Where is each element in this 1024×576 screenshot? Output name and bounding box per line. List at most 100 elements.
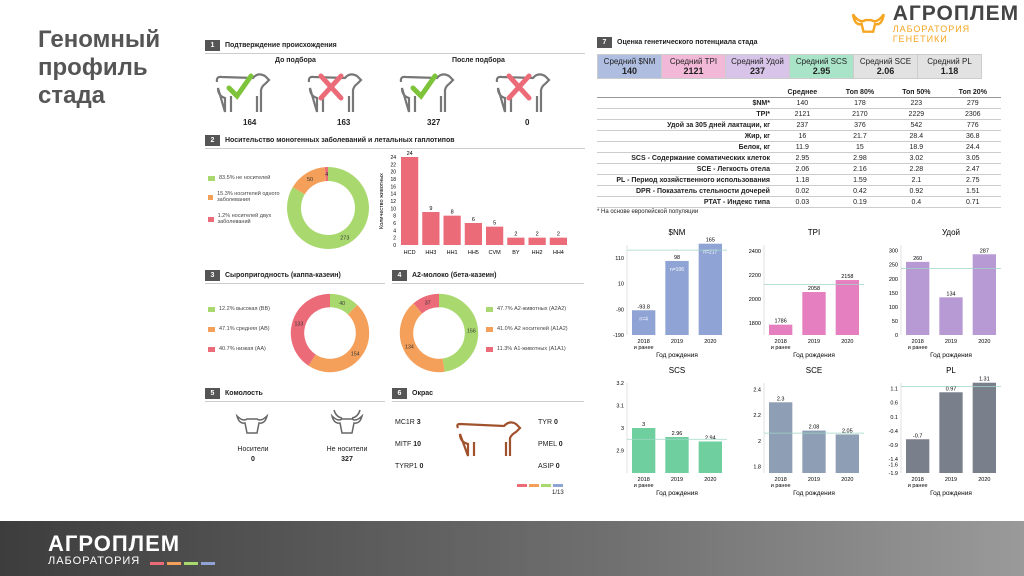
footer-bar: АГРОПЛЕМ ЛАБОРАТОРИЯ — [0, 521, 1024, 576]
footer-logo-main: АГРОПЛЕМ — [48, 531, 181, 556]
section-title: А2-молоко (бета-казеин) — [412, 272, 497, 279]
y-tick-label: 24 — [390, 155, 396, 161]
table-header — [597, 88, 773, 98]
y-tick-label: 2000 — [749, 297, 761, 303]
section-title: Сыропригодность (каппа-казеин) — [225, 272, 341, 279]
x-tick-label: 2020 — [841, 339, 853, 345]
logo-main-text: АГРОПЛЕМ — [892, 2, 1020, 25]
bar-value-label: 5 — [493, 221, 496, 227]
legend-item: 40.7% низкая (АА) — [208, 346, 278, 352]
y-tick-label: 14 — [390, 192, 396, 198]
gene-count: ASIP 0 — [538, 463, 560, 470]
x-tick-label: и ранее — [771, 345, 791, 351]
kpi-cell: Средний SCE 2.06 — [853, 54, 918, 79]
donut-slice — [287, 167, 369, 249]
x-tick-label: 2020 — [841, 477, 853, 483]
table-cell: 776 — [944, 119, 1001, 131]
y-tick-label: 2400 — [749, 249, 761, 255]
y-tick-label: -0.9 — [889, 443, 898, 449]
bar — [401, 157, 419, 245]
table-row: DPR - Показатель стельности дочерей 0.02 0… — [597, 185, 1001, 197]
section-number: 5 — [205, 388, 220, 399]
table-cell: $NM* — [597, 97, 773, 109]
x-tick-label: 2020 — [978, 339, 990, 345]
bar — [632, 310, 656, 335]
bar-value-label: 134 — [946, 291, 955, 297]
y-tick-label: 100 — [889, 305, 898, 311]
cross-icon — [506, 73, 532, 101]
x-axis-label: Год рождения — [656, 490, 698, 497]
table-cell: 542 — [888, 119, 945, 131]
y-tick-label: 2 — [758, 439, 761, 445]
y-tick-label: 20 — [390, 170, 396, 176]
table-row: SCE - Легкость отела 2.06 2.16 2.28 2.47 — [597, 163, 1001, 175]
bull-logo-icon — [851, 13, 885, 33]
table-cell: 279 — [944, 97, 1001, 109]
table-cell: 2.1 — [888, 174, 945, 186]
gene-count: MITF 10 — [395, 441, 422, 448]
table-cell: 2.98 — [831, 152, 889, 164]
table-cell: 2170 — [831, 108, 889, 120]
y-tick-label: 2 — [393, 236, 396, 242]
brown-cow-icon — [456, 421, 522, 457]
x-tick-label: CVM — [489, 250, 502, 256]
x-tick-label: 2020 — [978, 477, 990, 483]
section-title: Оценка генетического потенциала стада — [617, 39, 758, 46]
y-tick-label: 2.2 — [753, 413, 761, 419]
page-number: 1/13 — [552, 490, 564, 496]
bar — [906, 261, 930, 335]
bar-value-label: 260 — [913, 256, 922, 262]
table-cell: 2.95 — [773, 152, 832, 164]
bar-value-label: 2158 — [841, 274, 853, 280]
legend-item: 41.0% А2 носителей (А1А2) — [486, 326, 584, 332]
y-axis-label: Количество животных — [379, 173, 385, 229]
table-footnote: * На основе европейской популяции — [597, 209, 699, 215]
table-cell: 376 — [831, 119, 889, 131]
donut-slice — [438, 293, 479, 372]
page-title: Геномный профиль стада — [38, 26, 161, 109]
y-tick-label: -1.4 — [889, 457, 898, 463]
y-tick-label: 18 — [390, 177, 396, 183]
table-cell: 0.02 — [773, 185, 832, 197]
bar — [665, 437, 689, 473]
carriers-value: 0 — [251, 456, 255, 463]
section-genetic-potential: 7 Оценка генетического потенциала стада С… — [597, 37, 1007, 517]
table-cell: 2229 — [888, 108, 945, 120]
after-label: После подбора — [452, 57, 505, 64]
bar — [802, 292, 826, 335]
table-cell: 24.4 — [944, 141, 1001, 153]
table-cell: 21.7 — [831, 130, 889, 142]
kpi-label: Средний TPI — [669, 57, 718, 66]
cow-icon — [215, 73, 271, 113]
x-axis-label: Год рождения — [793, 352, 835, 359]
section-a2-milk: 4 А2-молоко (бета-казеин) 156 134 37 47.7% … — [392, 270, 584, 380]
disease-donut-chart: 273 50 4 — [287, 167, 369, 249]
y-tick-label: -190 — [613, 333, 624, 339]
x-tick-label: 2018 — [638, 339, 650, 345]
x-tick-label: 2019 — [945, 339, 957, 345]
bar — [769, 324, 793, 335]
bar — [939, 297, 963, 335]
slice-label: 154 — [351, 351, 360, 357]
bar-count-label: n=217 — [703, 250, 717, 256]
cow-head-icon — [235, 413, 269, 434]
y-tick-label: 3.2 — [616, 381, 624, 387]
bar — [906, 439, 930, 473]
slice-label: 37 — [425, 300, 431, 306]
y-tick-label: 50 — [892, 319, 898, 325]
chart-title: SCS — [669, 366, 685, 375]
section-title: Окрас — [412, 390, 434, 397]
gene-count: TYRP1 0 — [395, 463, 424, 470]
y-tick-label: 3 — [621, 426, 624, 432]
kpi-cell: Средний SCS 2.95 — [789, 54, 854, 79]
table-cell: 2.28 — [888, 163, 945, 175]
bar-value-label: 2 — [514, 232, 517, 238]
chart-title: TPI — [808, 228, 820, 237]
y-tick-label: 1800 — [749, 321, 761, 327]
x-tick-label: 2018 — [775, 477, 787, 483]
carriers-label: Носители — [237, 446, 269, 453]
slice-label: 40 — [339, 301, 345, 307]
table-header: Среднее — [773, 88, 832, 98]
bar — [698, 441, 722, 473]
table-cell: 1.51 — [944, 185, 1001, 197]
